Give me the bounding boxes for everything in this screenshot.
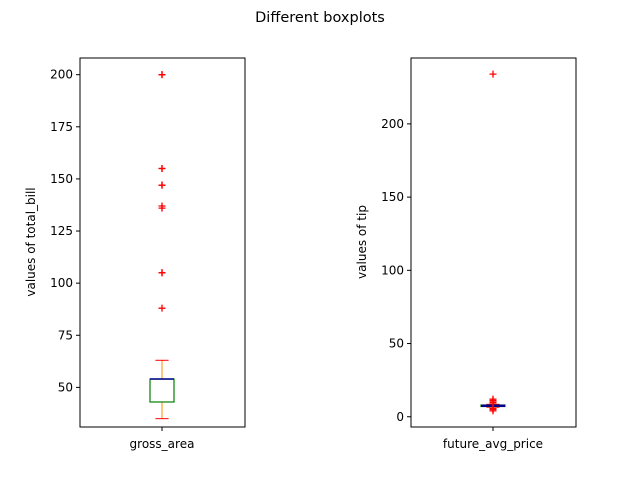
y-tick-label: 100	[381, 263, 404, 277]
y-tick-label: 200	[381, 117, 404, 131]
y-tick-label: 0	[396, 410, 404, 424]
y-tick-label: 100	[50, 276, 73, 290]
outlier-point	[158, 71, 166, 79]
y-tick-label: 175	[50, 120, 73, 134]
y-tick-label: 50	[58, 380, 73, 394]
outlier-point	[158, 269, 166, 277]
outlier-point	[489, 395, 497, 403]
box	[149, 378, 175, 403]
outlier-point	[489, 70, 497, 78]
plot-area-left: 50 75 100 125 150 175 200	[50, 57, 246, 431]
figure-title: Different boxplots	[255, 10, 385, 26]
xtick-label-right: future_avg_price	[443, 437, 543, 451]
outlier-point	[158, 202, 166, 210]
y-tick-label: 150	[50, 172, 73, 186]
y-tick-label: 150	[381, 190, 404, 204]
outlier-point	[158, 304, 166, 312]
ylabel-right: values of tip	[355, 205, 369, 279]
outlier-point	[489, 405, 497, 413]
axes-frame	[410, 57, 577, 428]
outlier-point	[158, 164, 166, 172]
y-tick-label: 50	[389, 337, 404, 351]
y-tick-label: 125	[50, 224, 73, 238]
y-tick-label: 75	[58, 328, 73, 342]
y-tick-label: 200	[50, 68, 73, 82]
plot-area-right: 0 50 100 150 200	[381, 57, 577, 431]
ylabel-left: values of total_bill	[24, 187, 38, 296]
xtick-label-left: gross_area	[130, 437, 195, 451]
outlier-point	[158, 181, 166, 189]
subplot-left: 50 75 100 125 150 175 200 values of total_bill…	[24, 57, 246, 451]
subplot-right: 0 50 100 150 200 values of tip future_avg_pr…	[355, 57, 577, 451]
